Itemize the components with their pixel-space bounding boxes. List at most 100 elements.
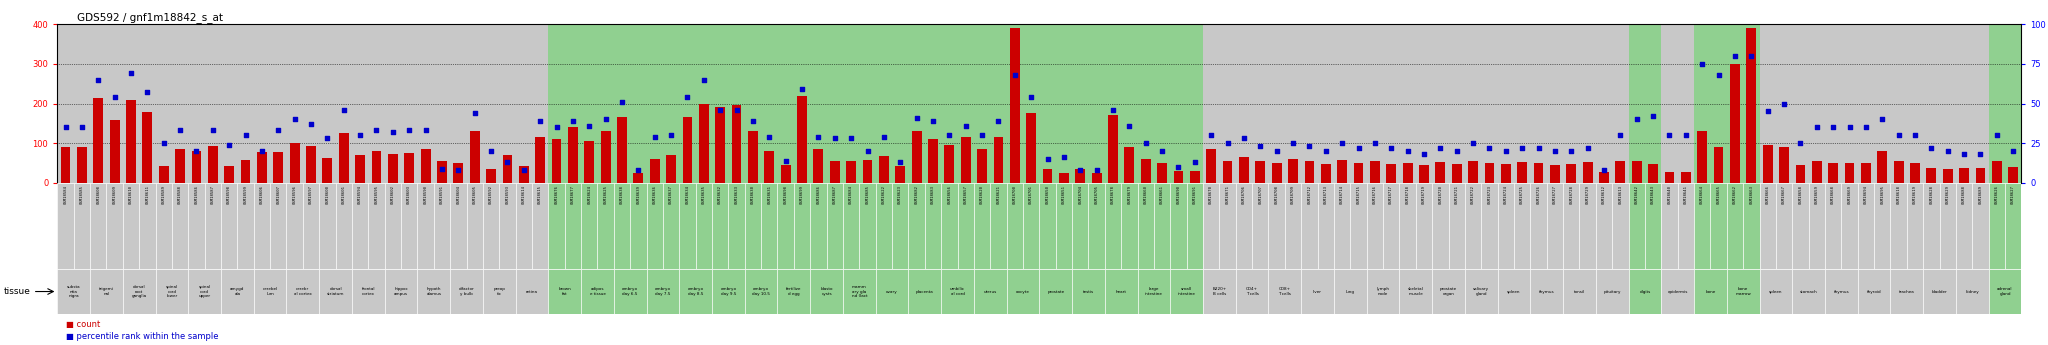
Text: GSM18597: GSM18597	[309, 186, 313, 205]
Bar	[664, 183, 680, 269]
Text: GSM18613: GSM18613	[1618, 186, 1622, 205]
Bar	[451, 183, 467, 269]
Bar	[991, 183, 1008, 269]
Bar	[680, 24, 696, 183]
Point	[1915, 145, 1948, 151]
Text: tonsil: tonsil	[1575, 289, 1585, 294]
Bar	[123, 183, 139, 269]
Bar	[1284, 183, 1300, 269]
Text: salivary
gland: salivary gland	[1473, 287, 1489, 296]
Point	[1817, 125, 1849, 130]
Bar	[879, 156, 889, 183]
Bar	[1665, 172, 1675, 183]
Text: GSM18726: GSM18726	[1536, 186, 1540, 205]
Bar	[467, 24, 483, 183]
Bar	[1649, 164, 1659, 183]
Text: GSM18585: GSM18585	[80, 186, 84, 205]
Text: kidney: kidney	[1966, 289, 1978, 294]
Bar	[565, 183, 582, 269]
Bar	[90, 183, 106, 269]
Bar	[483, 269, 516, 314]
Point	[180, 148, 213, 154]
Point	[1800, 125, 1833, 130]
Bar	[1305, 161, 1315, 183]
Bar	[1337, 160, 1348, 183]
Bar	[909, 24, 926, 183]
Bar	[1726, 269, 1759, 314]
Bar	[1796, 165, 1806, 183]
Point	[852, 148, 885, 154]
Text: GSM18687: GSM18687	[834, 186, 838, 205]
Text: substa
ntia
nigra: substa ntia nigra	[68, 285, 80, 298]
Point	[279, 117, 311, 122]
Bar	[942, 24, 958, 183]
Text: retina: retina	[526, 289, 539, 294]
Bar	[270, 24, 287, 183]
Point	[1489, 148, 1522, 154]
Point	[1276, 140, 1309, 146]
Bar	[467, 183, 483, 269]
Bar	[1563, 269, 1595, 314]
Text: GSM18721: GSM18721	[1454, 186, 1458, 205]
Text: spleen: spleen	[1507, 289, 1522, 294]
Point	[1016, 95, 1049, 100]
Bar	[1432, 183, 1448, 269]
Point	[1931, 148, 1964, 154]
Bar	[1776, 183, 1792, 269]
Point	[1079, 167, 1112, 173]
Bar	[1694, 24, 1710, 183]
Text: GSM18609: GSM18609	[113, 186, 117, 205]
Bar	[434, 183, 451, 269]
Text: thymus: thymus	[1833, 289, 1849, 294]
Point	[1243, 144, 1276, 149]
Text: CD4+
T cells: CD4+ T cells	[1245, 287, 1260, 296]
Point	[967, 132, 999, 138]
Bar	[1419, 165, 1430, 183]
Bar	[1923, 269, 1956, 314]
Text: CD8+
T cells: CD8+ T cells	[1278, 287, 1292, 296]
Bar	[1464, 24, 1481, 183]
Point	[1161, 164, 1194, 170]
Bar	[516, 183, 532, 269]
Bar	[614, 269, 647, 314]
Bar	[205, 24, 221, 183]
Text: GSM18695: GSM18695	[1880, 186, 1884, 205]
Point	[950, 123, 983, 128]
Bar	[1239, 157, 1249, 183]
Bar	[944, 145, 954, 183]
Text: GSM18683: GSM18683	[932, 186, 936, 205]
Bar	[1219, 183, 1235, 269]
Text: lung: lung	[1346, 289, 1356, 294]
Bar	[451, 269, 483, 314]
Bar	[1300, 24, 1317, 183]
Point	[1751, 109, 1784, 114]
Bar	[502, 155, 512, 183]
Bar	[1759, 183, 1776, 269]
Text: GSM18639: GSM18639	[637, 186, 641, 205]
Point	[377, 129, 410, 135]
Bar	[1792, 269, 1825, 314]
Bar	[1008, 24, 1024, 183]
Point	[98, 95, 131, 100]
Bar	[1497, 269, 1530, 314]
Point	[147, 140, 180, 146]
Bar	[1350, 183, 1366, 269]
Bar	[926, 24, 942, 183]
Text: GSM18610: GSM18610	[129, 186, 133, 205]
Text: embryo
day 9.5: embryo day 9.5	[721, 287, 737, 296]
Bar	[1137, 269, 1169, 314]
Text: trachea: trachea	[1898, 289, 1915, 294]
Bar	[1874, 24, 1890, 183]
Bar	[1595, 24, 1612, 183]
Text: GSM18720: GSM18720	[1438, 186, 1442, 205]
Bar	[1726, 24, 1743, 183]
Bar	[205, 183, 221, 269]
Point	[705, 107, 737, 112]
Text: GSM18584: GSM18584	[63, 186, 68, 205]
Point	[901, 115, 934, 120]
Point	[590, 117, 623, 122]
Text: prostate: prostate	[1047, 289, 1065, 294]
Bar	[1862, 163, 1870, 183]
Bar	[764, 151, 774, 183]
Point	[360, 128, 393, 133]
